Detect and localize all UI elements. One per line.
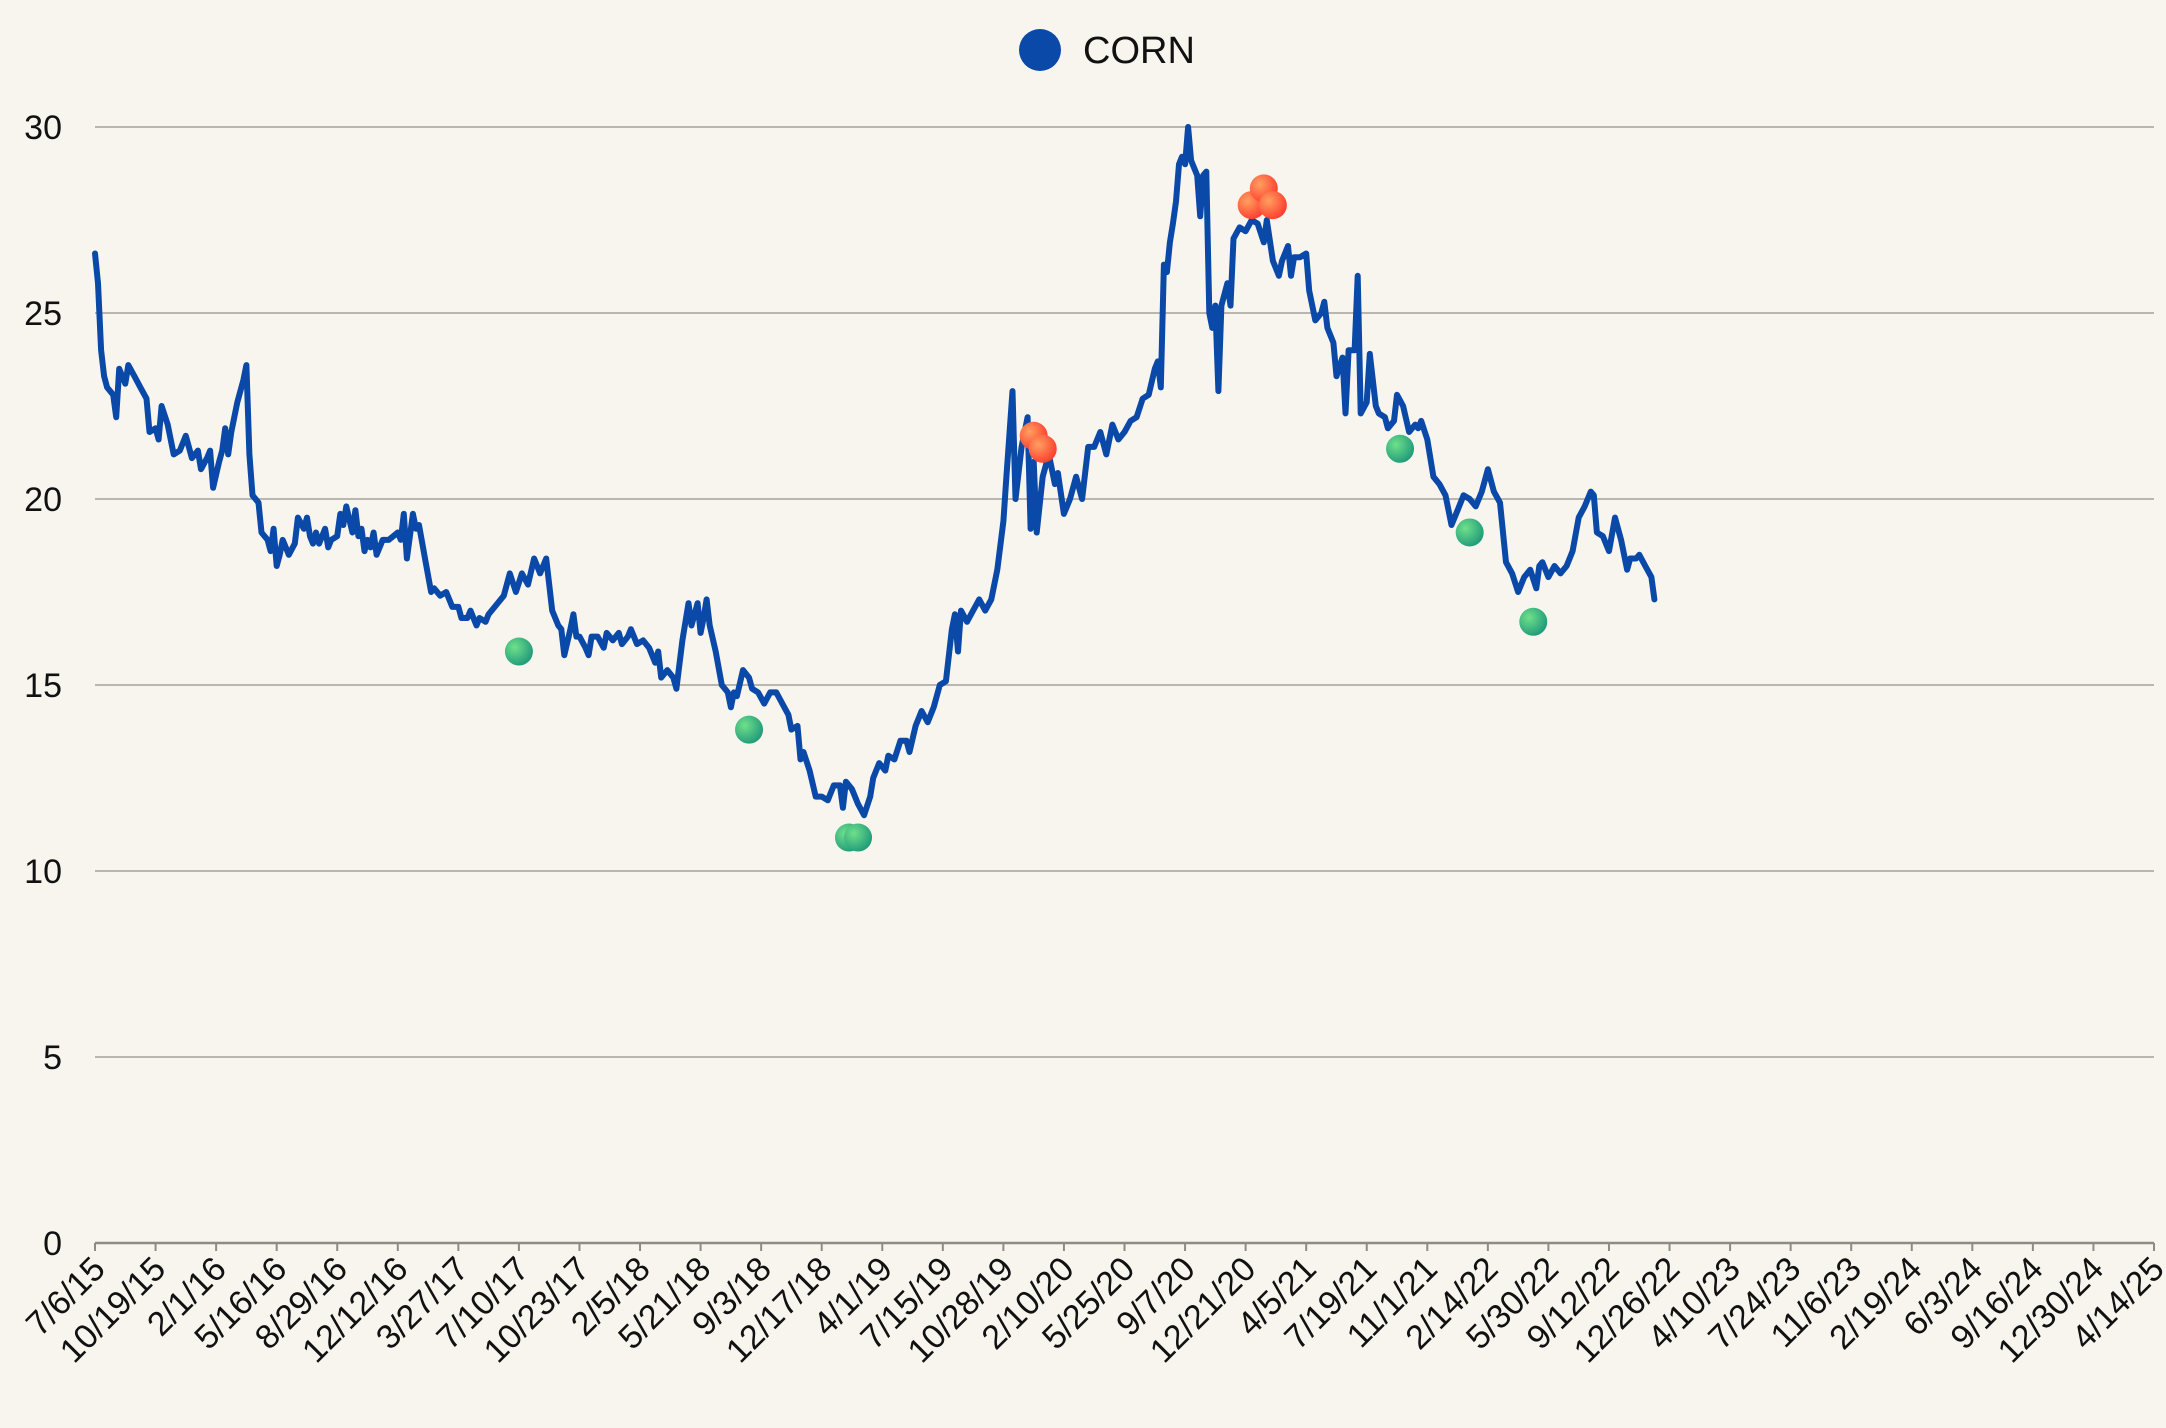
legend-label-corn: CORN (1083, 30, 1195, 72)
sell-signal-marker (1258, 191, 1287, 220)
buy-signal-marker (1519, 607, 1548, 636)
gridlines (95, 126, 2154, 1245)
buy-signal-marker (1386, 434, 1415, 463)
y-tick-label: 30 (24, 109, 62, 147)
y-tick-label: 25 (24, 295, 62, 333)
buy-signal-marker (1455, 518, 1484, 547)
sell-signal-marker (1028, 434, 1057, 463)
legend-marker-corn (1019, 29, 1061, 71)
series-line-corn (92, 124, 1658, 819)
y-axis-ticks: 0 5 10 15 20 25 30 (24, 109, 62, 1263)
legend: CORN (1019, 29, 1195, 72)
buy-signal-marker (735, 715, 764, 744)
y-tick-label: 5 (43, 1039, 62, 1077)
y-tick-label: 15 (24, 667, 62, 705)
y-tick-label: 20 (24, 481, 62, 519)
y-tick-label: 10 (24, 853, 62, 891)
buy-signal-marker (844, 823, 873, 852)
x-axis-ticks: 7/6/1510/19/152/1/165/16/168/29/1612/12/… (19, 1243, 2166, 1370)
buy-signal-marker (504, 637, 533, 666)
y-tick-label: 0 (43, 1225, 62, 1263)
series-lines (92, 124, 1658, 819)
signal-markers (504, 174, 1548, 852)
